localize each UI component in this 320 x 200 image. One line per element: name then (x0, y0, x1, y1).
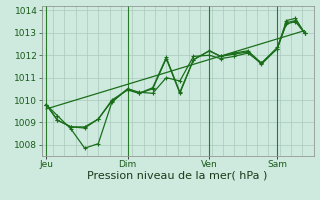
X-axis label: Pression niveau de la mer( hPa ): Pression niveau de la mer( hPa ) (87, 171, 268, 181)
